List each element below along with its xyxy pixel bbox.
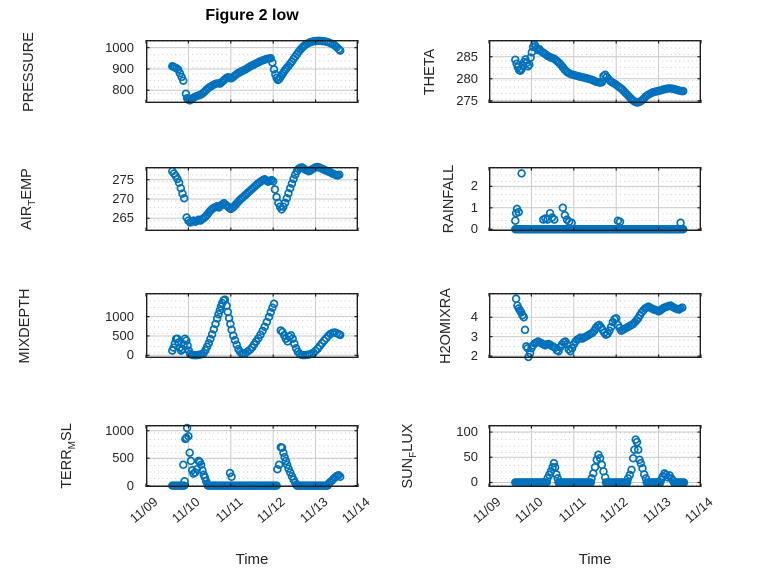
- scatter-series-h2omixra: [511, 294, 687, 362]
- y-tick-label: 50: [463, 449, 478, 465]
- scatter-series-theta: [511, 40, 688, 107]
- x-axis-label-right: Time: [578, 551, 612, 568]
- scatter-series-rainfall: [511, 169, 688, 234]
- y-axis-label-h2omixra: H2OMIXRA: [436, 241, 456, 411]
- x-tick-label: 11/13: [639, 494, 674, 526]
- y-axis-label-text: EMP: [19, 168, 35, 200]
- y-tick-label: 280: [456, 70, 478, 86]
- y-tick-label: 1000: [105, 422, 134, 438]
- y-tick-label: 285: [456, 48, 478, 64]
- y-tick-label: 0: [470, 221, 478, 237]
- y-tick-label: 275: [456, 92, 478, 108]
- x-tick-label: 11/14: [338, 494, 373, 526]
- x-tick-label: 11/09: [126, 494, 161, 526]
- x-tick-label: 11/12: [253, 494, 288, 526]
- figure-title: Figure 2 low: [205, 7, 299, 24]
- y-tick-label: 1000: [105, 308, 134, 324]
- plot-area-mixdepth: [145, 292, 359, 360]
- y-tick-label: 100: [456, 424, 478, 440]
- y-tick-label: 500: [112, 327, 134, 343]
- scatter-series-mixdepth: [168, 295, 345, 360]
- scatter-series-terr-msl: [168, 423, 345, 490]
- y-tick-label: 275: [112, 171, 134, 187]
- plot-area-theta: [488, 39, 702, 107]
- plot-area-pressure: [145, 36, 359, 105]
- y-tick-label: 0: [470, 474, 478, 490]
- y-tick-label: 0: [126, 477, 134, 493]
- x-tick-label: 11/14: [681, 494, 716, 526]
- x-tick-label: 11/12: [596, 494, 631, 526]
- plot-area-air-temp: [145, 162, 359, 231]
- x-tick-label: 11/10: [169, 494, 204, 526]
- y-tick-label: 900: [112, 60, 134, 76]
- x-tick-label: 11/09: [469, 494, 504, 526]
- y-tick-label: 1000: [105, 39, 134, 55]
- y-axis-label-text: PRESSURE: [21, 31, 37, 112]
- plot-area-sun-flux: [488, 424, 702, 487]
- y-axis-label-text: M: [66, 440, 78, 450]
- x-tick-label: 11/11: [212, 494, 246, 526]
- y-tick-label: 0: [126, 347, 134, 363]
- x-tick-label: 11/10: [512, 494, 547, 526]
- y-tick-label: 2: [470, 178, 478, 194]
- y-tick-label: 3: [470, 328, 478, 344]
- y-axis-label-text: MIXDEPTH: [17, 288, 33, 363]
- y-tick-label: 1: [470, 199, 478, 215]
- x-axis-label-left: Time: [235, 551, 269, 568]
- plot-area-terr-msl: [145, 423, 359, 490]
- y-axis-label-text: AIR: [19, 205, 35, 230]
- y-axis-label-text: T: [26, 199, 38, 206]
- y-tick-label: 500: [112, 450, 134, 466]
- y-tick-label: 800: [112, 82, 134, 98]
- plot-area-h2omixra: [488, 292, 702, 362]
- y-tick-label: 270: [112, 191, 134, 206]
- y-tick-label: 4: [470, 309, 478, 325]
- x-tick-label: 11/13: [296, 494, 331, 526]
- plot-area-rainfall: [488, 166, 702, 234]
- y-tick-label: 2: [470, 348, 478, 364]
- y-axis-label-mixdepth: MIXDEPTH: [15, 241, 35, 411]
- x-tick-label: 11/11: [555, 494, 589, 526]
- y-tick-label: 265: [112, 210, 134, 226]
